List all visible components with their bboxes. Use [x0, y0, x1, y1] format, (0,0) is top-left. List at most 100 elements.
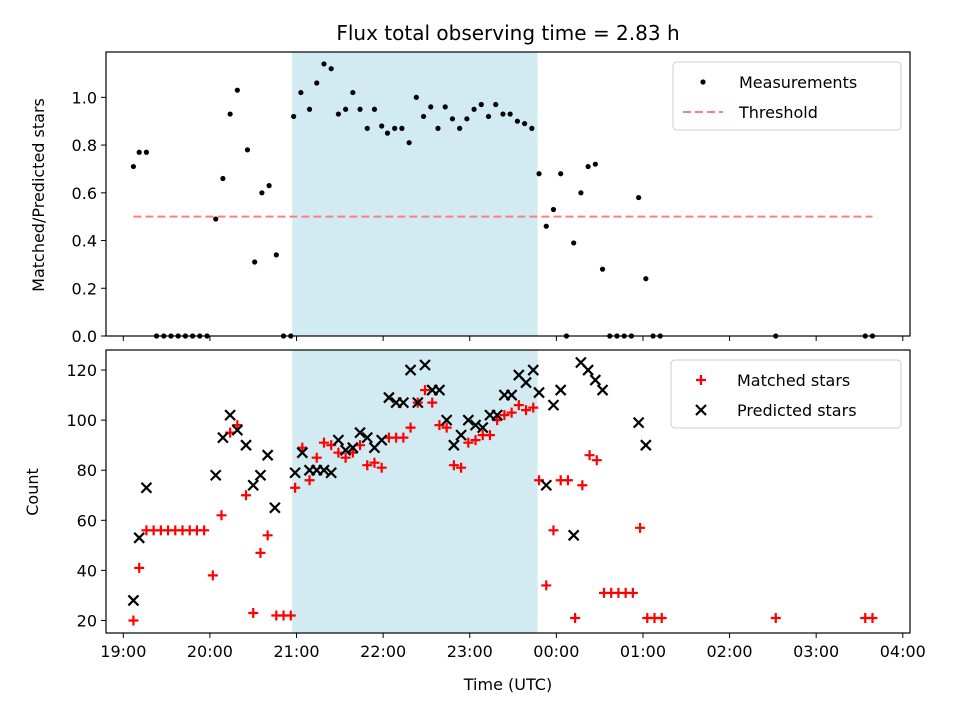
- top-series-measurements-point: [521, 120, 528, 127]
- top-series-measurements-point: [406, 140, 412, 146]
- bottom-series-predicted-stars-point: [520, 376, 532, 389]
- top-series-measurements-point: [485, 113, 492, 120]
- bottom-legend-box: [670, 359, 902, 429]
- bottom-series-matched-stars-point: [456, 462, 467, 473]
- bottom-series-matched-stars-point: [548, 525, 559, 536]
- top-series-measurements-point: [252, 259, 258, 265]
- top-series-measurements-point: [136, 149, 142, 155]
- bottom-series-predicted-stars-point: [462, 414, 475, 426]
- top-series-measurements-point: [227, 111, 233, 117]
- top-series-measurements-point: [529, 125, 535, 131]
- bottom-series-predicted-stars-point: [455, 429, 467, 441]
- bottom-series-predicted-stars-point: [419, 359, 431, 371]
- bottom-series-predicted-stars-point: [240, 439, 252, 451]
- top-series-measurements-point: [259, 190, 265, 196]
- bottom-series-predicted-stars-point: [127, 594, 140, 607]
- top-series-measurements-point: [357, 106, 363, 112]
- top-chart-title: Flux total observing time = 2.83 h: [336, 21, 679, 45]
- bottom-axes-frame: [105, 349, 911, 634]
- bottom-x-tick-label: 04:00: [880, 642, 926, 661]
- bottom-series-predicted-stars-point: [433, 384, 446, 396]
- bottom-series-predicted-stars-point: [296, 446, 309, 459]
- bottom-series-matched-stars-point: [255, 547, 266, 558]
- top-series-measurements-point: [457, 125, 463, 131]
- bottom-series-matched-stars-point: [635, 522, 646, 533]
- bottom-series-predicted-stars-point: [440, 414, 453, 426]
- top-series-measurements-point: [435, 125, 441, 131]
- bottom-series-matched-stars-point: [216, 510, 227, 521]
- bottom-series-predicted-stars-point: [448, 439, 460, 451]
- bottom-series-matched-stars-point: [521, 405, 532, 416]
- bottom-series-matched-stars-point: [470, 435, 481, 446]
- top-series-measurements-point: [449, 116, 456, 122]
- bottom-series-predicted-stars-point: [269, 502, 281, 514]
- bottom-series-predicted-stars-point: [361, 431, 374, 444]
- bottom-series-matched-stars-point: [304, 475, 315, 486]
- bottom-x-tick-label: 01:00: [620, 642, 666, 661]
- bottom-series-predicted-stars-point: [231, 424, 244, 436]
- x-axis-label: Time (UTC): [463, 675, 552, 694]
- bottom-series-matched-stars-point: [499, 410, 510, 421]
- top-series-measurements-point: [291, 113, 297, 120]
- bottom-series-predicted-stars-point: [209, 469, 222, 481]
- top-series-measurements-point: [335, 111, 341, 117]
- top-series-measurements-point: [220, 175, 226, 182]
- bottom-series-matched-stars-point: [427, 397, 438, 408]
- bottom-series-matched-stars-point: [448, 460, 459, 471]
- bottom-series-matched-stars-point: [241, 490, 252, 501]
- bottom-series-predicted-stars-point: [339, 444, 352, 456]
- top-series-measurements-point: [350, 89, 356, 96]
- bottom-series-predicted-stars-point: [412, 396, 424, 409]
- top-legend-measurements-swatch: [700, 79, 706, 85]
- bottom-series-predicted-stars-point: [224, 409, 236, 421]
- bottom-series-predicted-stars-point: [469, 419, 482, 431]
- bottom-series-predicted-stars-point: [332, 434, 345, 446]
- top-series-measurements-point: [507, 111, 513, 117]
- bottom-series-predicted-stars-point: [491, 409, 503, 421]
- bottom-series-matched-stars-point: [463, 437, 474, 448]
- top-series-measurements-point: [493, 101, 499, 108]
- bottom-series-matched-stars-point: [577, 480, 588, 491]
- bottom-series-matched-stars-point: [405, 422, 416, 433]
- bottom-series-matched-stars-point: [420, 385, 431, 396]
- bottom-series-predicted-stars-point: [505, 389, 518, 401]
- bottom-series-predicted-stars-point: [325, 466, 337, 479]
- bottom-series-predicted-stars-point: [247, 479, 260, 492]
- bottom-series-predicted-stars-point: [589, 374, 602, 386]
- bottom-y-axis-label: Count: [23, 468, 42, 516]
- top-series-measurements-point: [399, 125, 405, 131]
- bottom-series-predicted-stars-point: [596, 384, 609, 396]
- top-series-measurements-point: [550, 206, 557, 213]
- top-series-measurements-point: [413, 94, 419, 100]
- bottom-series-matched-stars-point: [285, 610, 296, 621]
- bottom-panel: 20 40 60 80 100 120 19:00 20:00 21:00 22:00 23:00 0…: [66, 349, 926, 661]
- bottom-legend-matched-stars-label: Matched stars: [737, 371, 850, 390]
- bottom-series-predicted-stars-point: [540, 479, 553, 492]
- top-y-tick-label: 0.6: [72, 184, 97, 203]
- top-series-measurements-point: [298, 89, 304, 96]
- bottom-series-matched-stars-point: [362, 460, 373, 471]
- top-series-measurements-point: [420, 113, 427, 120]
- top-series-measurements-point: [266, 183, 272, 189]
- bottom-x-tick-label: 19:00: [100, 642, 146, 661]
- bottom-series-predicted-stars-point: [404, 364, 417, 376]
- top-series-measurements-point: [244, 147, 251, 153]
- top-series-measurements-point: [500, 111, 506, 117]
- top-y-tick-label: 1.0: [72, 88, 97, 107]
- bottom-series-matched-stars-point: [290, 482, 301, 493]
- bottom-series-predicted-stars-point: [567, 529, 580, 542]
- top-series-measurements-point: [471, 106, 477, 112]
- top-series-measurements-point: [314, 80, 320, 86]
- bottom-series-matched-stars-point: [570, 612, 581, 623]
- bottom-series-matched-stars-point: [506, 407, 517, 418]
- bottom-y-tick-label: 20: [77, 611, 97, 630]
- top-panel: 0.0 0.2 0.4 0.6 0.8 1.0 Measurements Threshold: [72, 51, 911, 346]
- top-shaded-span: [292, 52, 538, 336]
- bottom-x-tick-label: 22:00: [360, 642, 406, 661]
- top-series-measurements-point: [514, 118, 520, 124]
- bottom-x-tick-label: 02:00: [707, 642, 753, 661]
- bottom-series-matched-stars-point: [513, 400, 524, 411]
- top-series-measurements-point: [371, 106, 378, 112]
- top-series-measurements-point: [328, 66, 334, 72]
